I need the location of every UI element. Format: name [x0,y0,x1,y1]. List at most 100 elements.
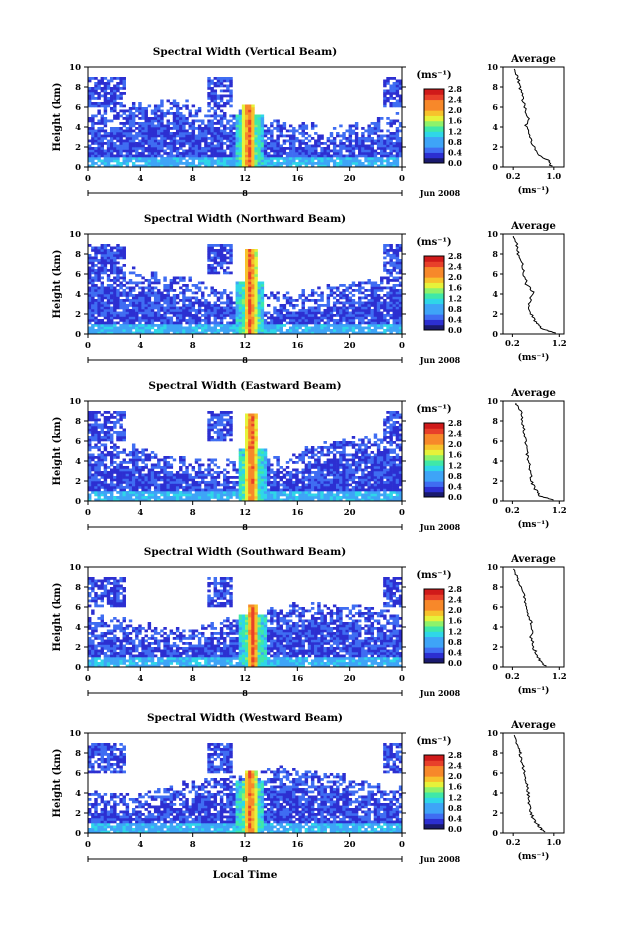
heatmap-cell [354,159,359,163]
heatmap-cell [354,147,359,150]
heatmap-cell [285,154,290,158]
heatmap-cell [204,127,208,130]
heatmap-cell [226,481,230,484]
heatmap-cell [91,124,95,128]
heatmap-cell [138,491,142,494]
heatmap-cell [175,496,180,499]
heatmap-cell [383,92,387,95]
heatmap-cell [160,102,164,105]
heatmap-cell [216,162,221,165]
heatmap-cell [226,137,230,140]
heatmap-cell [389,271,393,275]
heatmap-cell [201,119,205,123]
heatmap-cell [260,137,265,140]
heatmap-cell [298,124,302,128]
colorbar-segment [424,126,444,132]
heatmap-cell [226,132,230,135]
heatmap-cell [166,134,170,138]
heatmap-cell [241,137,246,140]
heatmap-cell [254,132,258,135]
heatmap-cell [194,309,199,312]
heatmap-cell [163,137,167,140]
heatmap-cell [266,147,271,150]
heatmap-cell [100,473,104,477]
heatmap-cell [389,316,393,320]
heatmap-cell [113,264,117,267]
heatmap-cell [135,127,139,130]
heatmap-cell [392,97,397,100]
heatmap-cell [279,324,283,327]
heatmap-cell [163,112,167,115]
heatmap-cell [91,162,95,165]
heatmap-cell [119,269,123,272]
heatmap-cell [109,132,114,135]
heatmap-cell [119,306,123,310]
heatmap-cell [270,157,274,160]
heatmap-cell [332,321,337,325]
heatmap-cell [310,319,315,322]
heatmap-cell [229,256,233,260]
heatmap-cell [116,326,120,330]
heatmap-cell [389,254,393,257]
heatmap-cell [166,132,170,135]
heatmap-cell [254,319,258,322]
heatmap-cell [128,471,133,474]
heatmap-cell [207,304,211,307]
heatmap-cell [245,122,249,125]
heatmap-cell [266,164,271,168]
heatmap-cell [188,311,192,315]
heatmap-cell [185,286,189,290]
heatmap-cell [135,274,139,277]
heatmap-cell [191,139,196,143]
heatmap-cell [229,157,233,160]
heatmap-cell [210,154,214,158]
heatmap-cell [210,486,214,489]
heatmap-cell [251,301,255,305]
heatmap-cell [380,311,384,315]
heatmap-cell [304,127,309,130]
heatmap-cell [191,104,196,108]
heatmap-cell [166,466,170,469]
heatmap-cell [210,144,214,148]
heatmap-cell [147,468,152,472]
heatmap-cell [251,324,255,327]
heatmap-cell [389,246,393,250]
heatmap-cell [97,483,101,487]
heatmap-cell [97,139,101,143]
heatmap-cell [91,329,95,332]
heatmap-cell [150,331,155,335]
heatmap-cell [317,329,321,332]
heatmap-cell [88,294,92,297]
heatmap-cell [210,428,214,432]
heatmap-cell [260,326,265,330]
heatmap-cell [213,324,218,327]
heatmap-cell [301,159,305,163]
heatmap-cell [245,453,249,457]
heatmap-cell [119,319,123,322]
heatmap-cell [213,159,218,163]
heatmap-cell [88,266,92,270]
heatmap-cell [395,149,400,153]
heatmap-cell [301,311,305,315]
heatmap-cell [254,142,258,145]
heatmap-cell [307,331,312,335]
heatmap-cell [245,456,249,459]
average-x-tick-label: 1.2 [552,339,567,349]
heatmap-cell [128,468,133,472]
heatmap-cell [260,159,265,163]
heatmap-cell [141,152,145,155]
heatmap-cell [386,294,390,297]
heatmap-cell [113,496,117,499]
heatmap-cell [172,132,177,135]
heatmap-cell [288,299,293,302]
heatmap-cell [389,124,393,128]
heatmap-cell [238,491,243,494]
heatmap-cell [103,306,108,310]
heatmap-cell [116,316,120,320]
heatmap-cell [88,473,92,477]
heatmap-cell [229,251,233,255]
heatmap-cell [216,311,221,315]
heatmap-cell [383,147,387,150]
heatmap-cell [389,306,393,310]
heatmap-cell [373,149,378,153]
